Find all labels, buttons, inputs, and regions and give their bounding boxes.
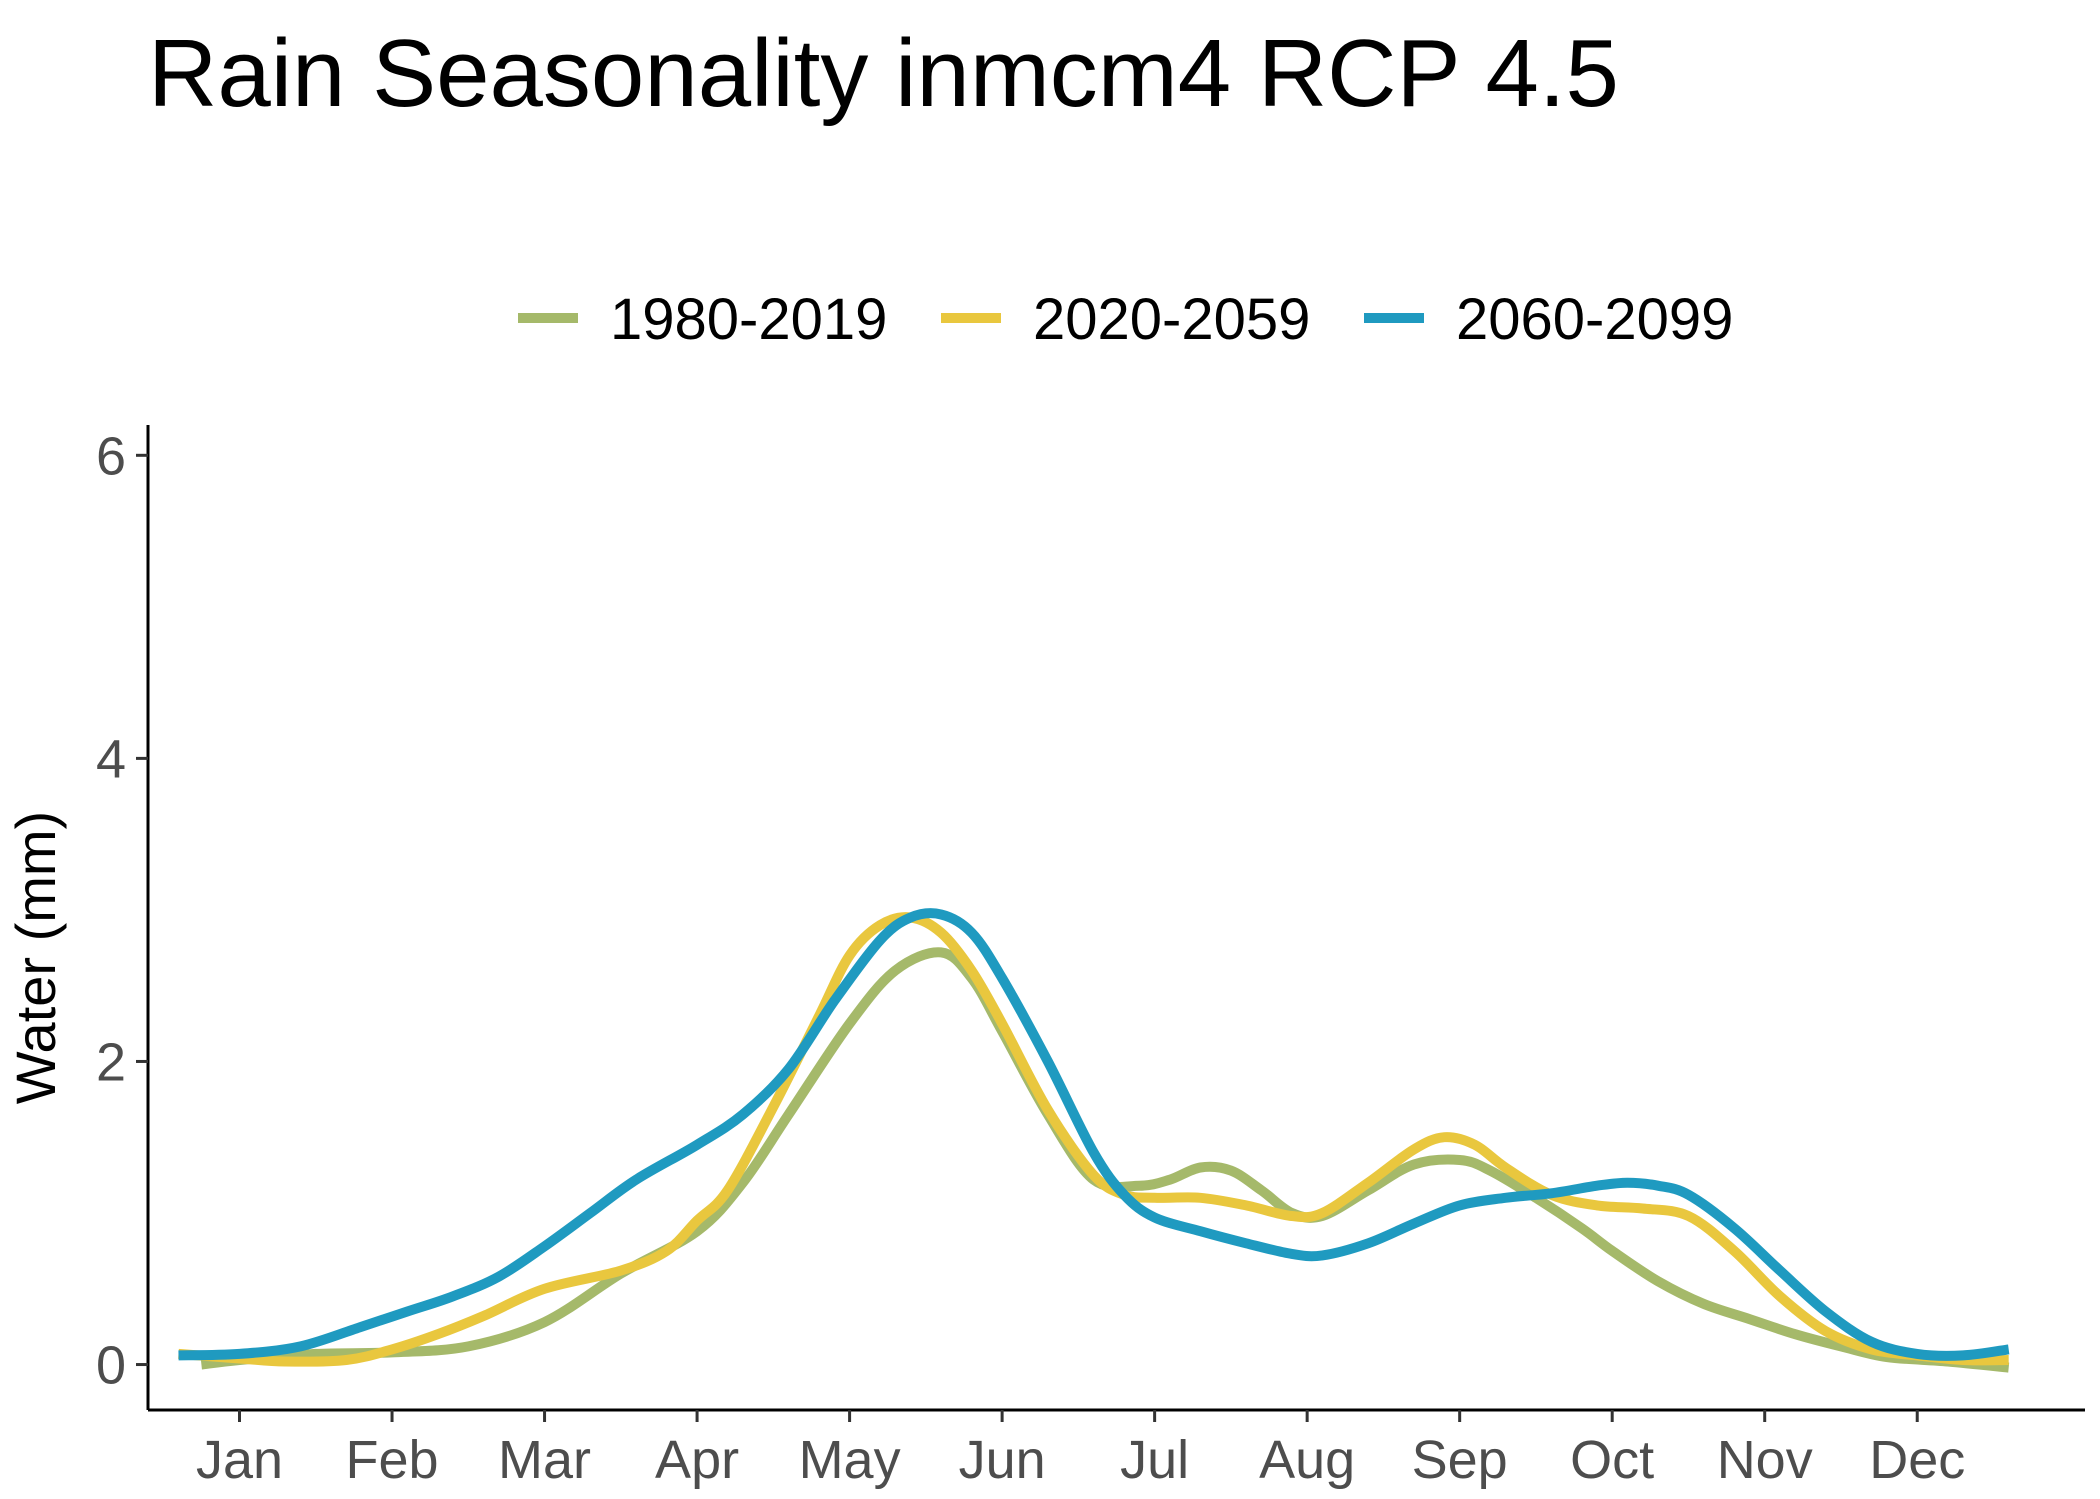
- axes: 0 2 4 6 Jan Feb Mar Apr May Jun Jul Aug Sep Oct Nov De…: [96, 425, 2085, 1490]
- x-tick-label-mar: Mar: [498, 1430, 591, 1490]
- legend-label-2060-2099: 2060-2099: [1456, 287, 1733, 352]
- y-tick-label: 4: [96, 729, 126, 789]
- x-tick-label-aug: Aug: [1259, 1430, 1355, 1490]
- legend-label-2020-2059: 2020-2059: [1033, 287, 1310, 352]
- y-tick-label: 6: [96, 426, 126, 486]
- series-group: [178, 908, 2010, 1373]
- y-tick-label: 2: [96, 1032, 126, 1092]
- x-tick-label-oct: Oct: [1570, 1430, 1654, 1490]
- series-line-2020-2059: [178, 912, 2009, 1367]
- series-line-2060-2099: [178, 908, 2010, 1361]
- x-tick-label-jun: Jun: [959, 1430, 1046, 1490]
- x-tick-label-jan: Jan: [196, 1430, 283, 1490]
- series-line-1980-2019: [200, 947, 2010, 1373]
- y-axis-title: Water (mm): [4, 811, 67, 1104]
- y-tick-label: 0: [96, 1336, 126, 1396]
- x-tick-label-feb: Feb: [346, 1430, 439, 1490]
- x-tick-label-sep: Sep: [1412, 1430, 1508, 1490]
- x-tick-label-dec: Dec: [1869, 1430, 1965, 1490]
- x-tick-label-apr: Apr: [655, 1430, 739, 1490]
- chart-title: Rain Seasonality inmcm4 RCP 4.5: [148, 20, 1619, 127]
- x-tick-label-jul: Jul: [1120, 1430, 1189, 1490]
- legend: 1980-2019 2020-2059 2060-2099: [518, 287, 1733, 352]
- x-ticks: Jan Feb Mar Apr May Jun Jul Aug Sep Oct Nov Dec: [196, 1410, 1965, 1490]
- x-tick-label-may: May: [799, 1430, 901, 1490]
- y-ticks: 0 2 4 6: [96, 426, 148, 1396]
- legend-label-1980-2019: 1980-2019: [610, 287, 887, 352]
- x-tick-label-nov: Nov: [1717, 1430, 1813, 1490]
